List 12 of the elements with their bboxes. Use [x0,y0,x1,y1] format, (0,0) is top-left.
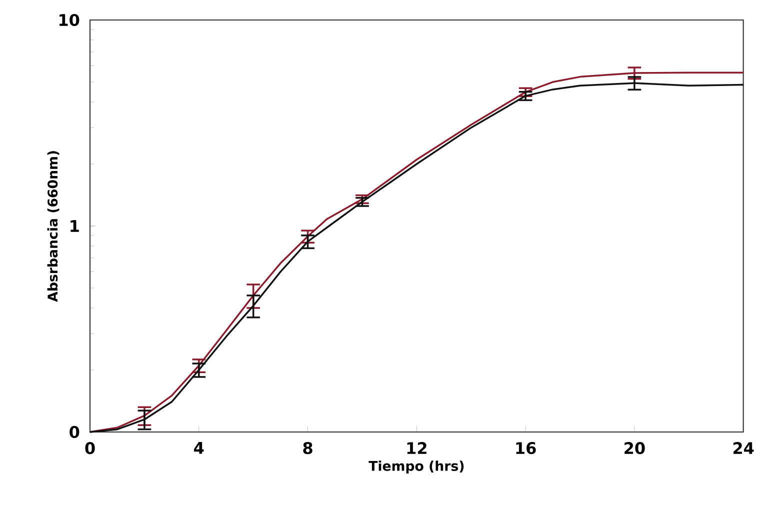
x-tick-label: 0 [85,442,95,454]
x-tick-label: 20 [624,442,645,454]
y-tick-label: 10 [60,14,80,26]
y-axis-title: Absrbancia (660nm) [47,151,60,302]
x-tick-label: 12 [407,442,426,454]
x-axis-title: Tiempo (hrs) [368,460,464,474]
x-tick-label: 24 [733,442,754,454]
x-tick-label: 8 [303,442,312,454]
y-tick-label: 1 [70,220,79,232]
x-tick-label: 4 [194,442,204,454]
x-tick-label: 16 [516,442,536,454]
y-tick-label: 0 [70,426,80,438]
